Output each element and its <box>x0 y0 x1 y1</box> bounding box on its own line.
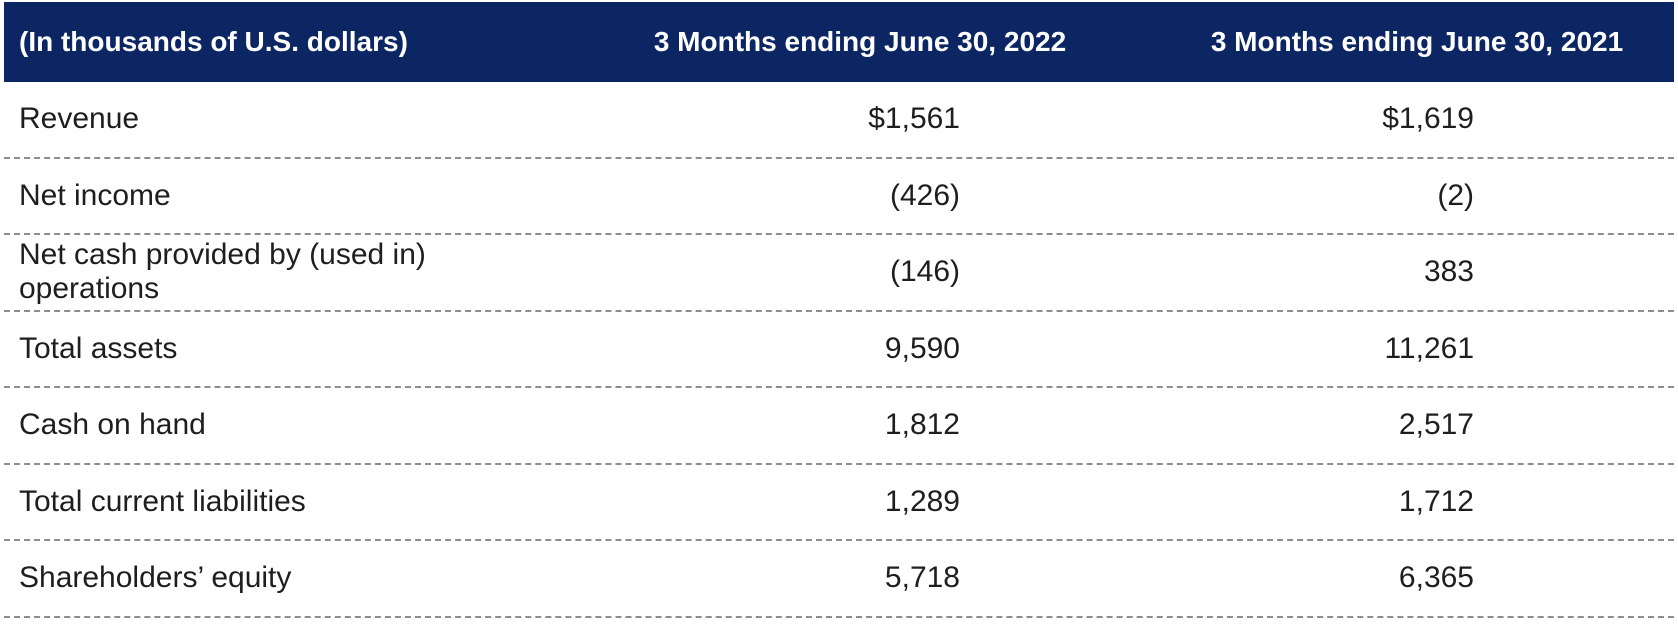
row-value-2022: 1,289 <box>884 484 960 518</box>
table-row: Total assets 9,590 11,261 <box>4 312 1674 388</box>
header-column-2022: 3 Months ending June 30, 2022 <box>653 26 1067 57</box>
row-label: Total assets <box>19 331 178 365</box>
row-label: Net cash provided by (used in) operation… <box>19 238 426 306</box>
header-column-2021: 3 Months ending June 30, 2021 <box>1210 26 1624 57</box>
row-label: Total current liabilities <box>19 484 306 518</box>
row-value-2021: 11,261 <box>1384 331 1474 365</box>
row-value-2021: $1,619 <box>1382 102 1474 136</box>
row-value-2021: 383 <box>1423 255 1474 289</box>
table-header-row: (In thousands of U.S. dollars) 3 Months … <box>4 2 1674 82</box>
row-value-2022: (426) <box>889 178 960 212</box>
table-row: Shareholders’ equity 5,718 6,365 <box>4 541 1674 618</box>
row-value-2021: 2,517 <box>1398 408 1474 442</box>
row-value-2021: 1,712 <box>1398 484 1474 518</box>
row-label: Cash on hand <box>19 408 206 442</box>
row-value-2021: 6,365 <box>1398 561 1474 595</box>
table-row: Net cash provided by (used in) operation… <box>4 235 1674 312</box>
table-row: Revenue $1,561 $1,619 <box>4 82 1674 159</box>
row-label: Revenue <box>19 102 140 136</box>
financial-summary-table: (In thousands of U.S. dollars) 3 Months … <box>4 2 1674 618</box>
row-label: Shareholders’ equity <box>19 561 292 595</box>
row-value-2022: 5,718 <box>884 561 960 595</box>
row-label: Net income <box>19 178 171 212</box>
row-value-2022: 9,590 <box>884 331 960 365</box>
table-body: Revenue $1,561 $1,619 Net income (426) (… <box>4 82 1674 618</box>
table-row: Cash on hand 1,812 2,517 <box>4 388 1674 465</box>
row-value-2021: (2) <box>1437 178 1474 212</box>
row-value-2022: (146) <box>889 255 960 289</box>
row-value-2022: $1,561 <box>868 102 960 136</box>
header-unit-label: (In thousands of U.S. dollars) <box>19 26 408 57</box>
table-row: Net income (426) (2) <box>4 159 1674 235</box>
row-value-2022: 1,812 <box>884 408 960 442</box>
table-row: Total current liabilities 1,289 1,712 <box>4 465 1674 541</box>
